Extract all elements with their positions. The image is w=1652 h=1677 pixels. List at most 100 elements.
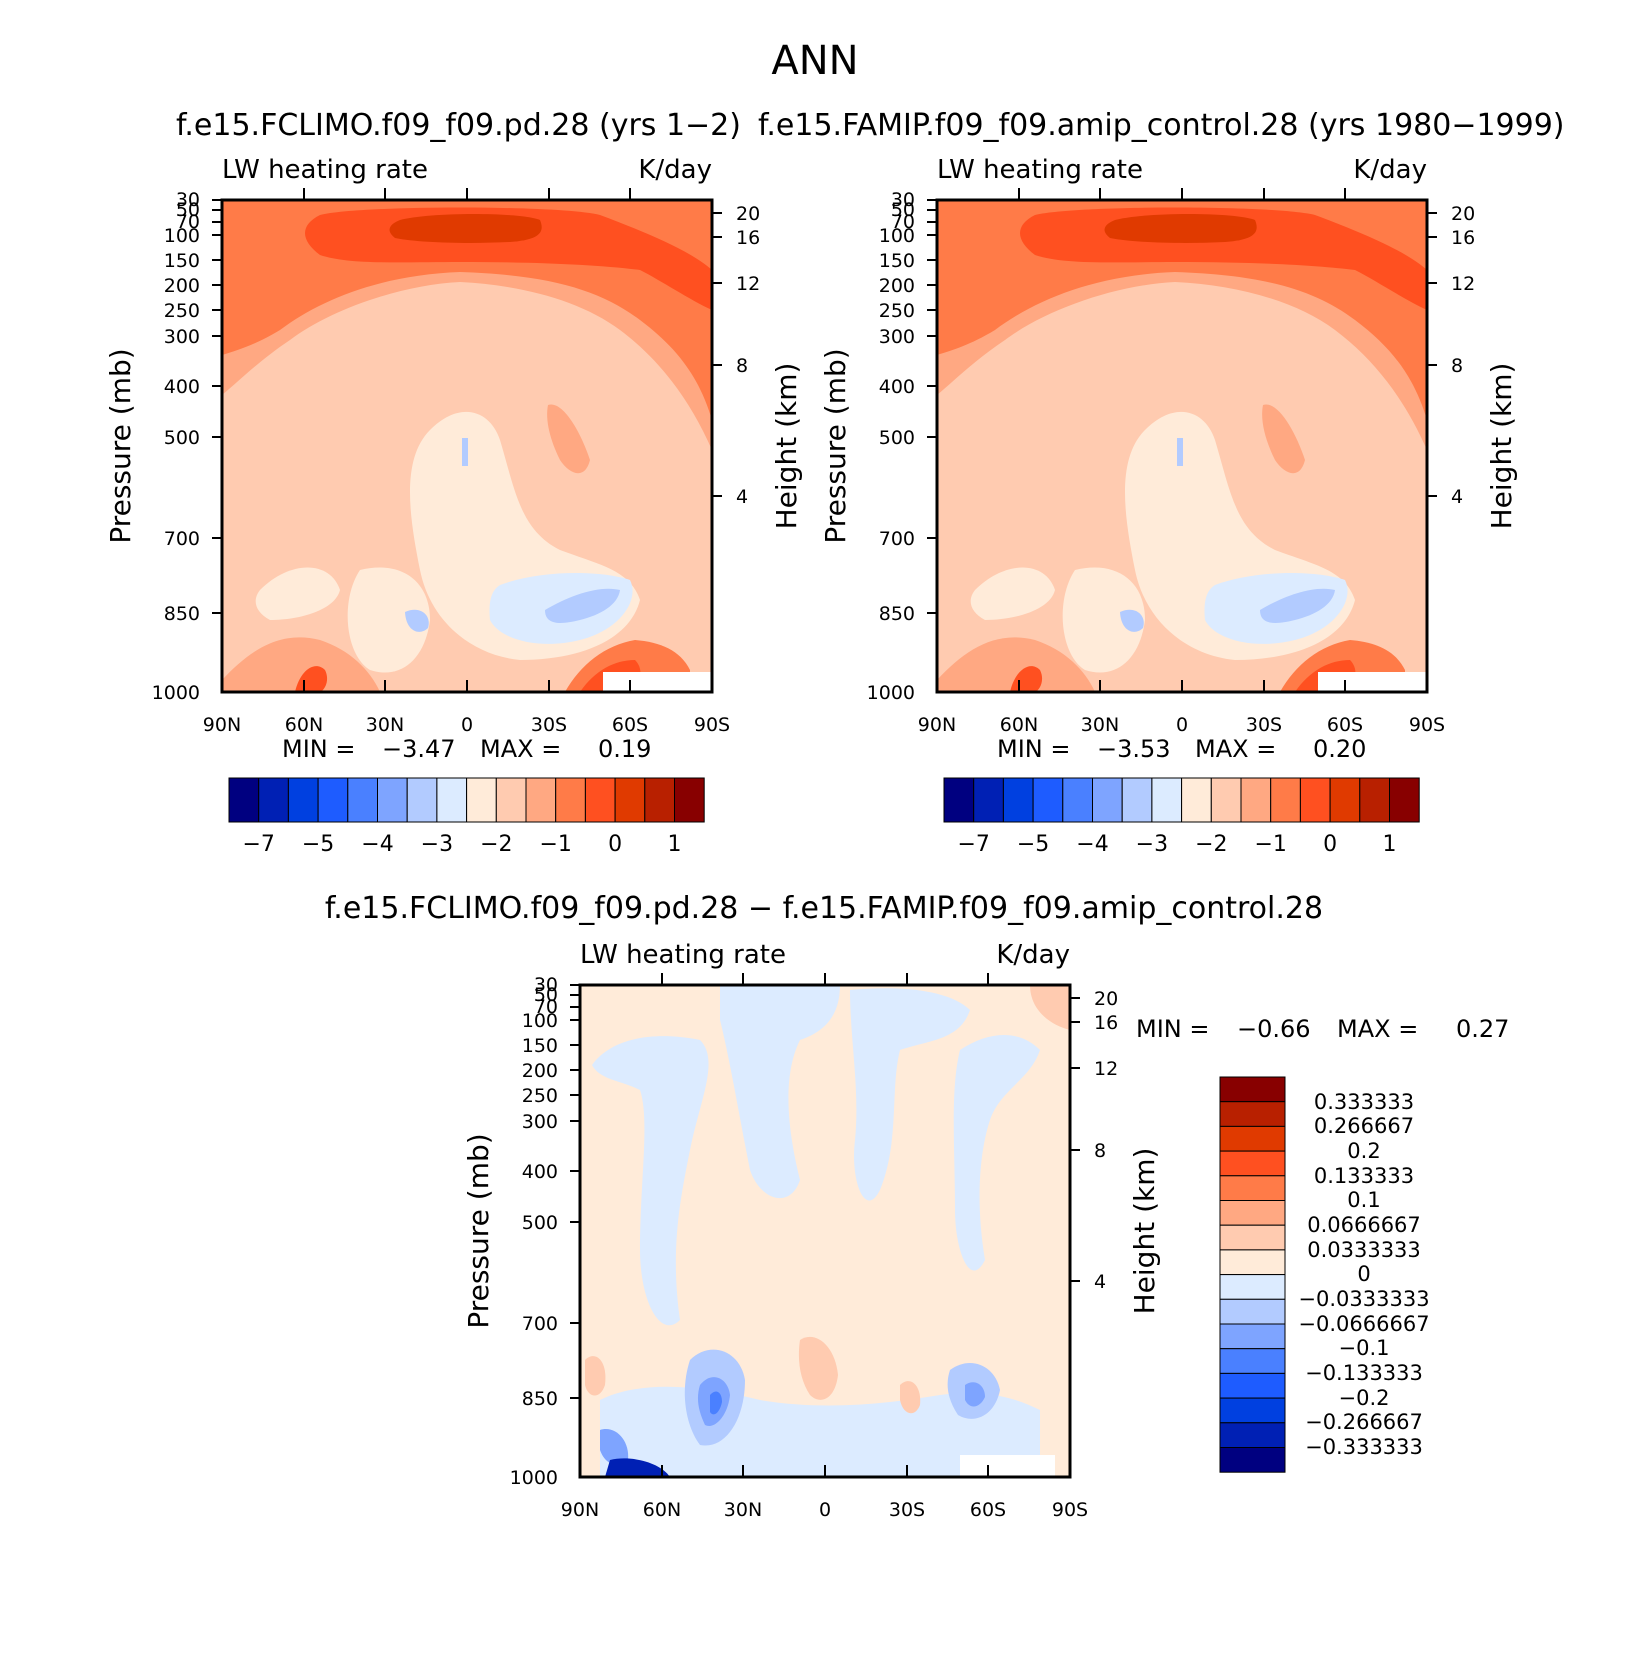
colorbar-label: 0.1 — [1347, 1188, 1380, 1212]
min-value: −3.47 — [382, 735, 456, 763]
field-band-faint — [970, 567, 1055, 620]
colorbar-box — [317, 777, 349, 823]
colorbar-box — [1219, 1076, 1286, 1103]
field-band-neg-mid — [710, 1391, 722, 1415]
height-tick-label: 12 — [1094, 1058, 1118, 1080]
colorbar-labels: −7 −5 −4 −3 −2 −1 0 1 — [242, 832, 681, 857]
colorbar-box — [1240, 777, 1272, 823]
colorbar-label: 0.2 — [1347, 1139, 1380, 1163]
field-band-neg-faint — [953, 1035, 1040, 1271]
colorbar-box — [287, 777, 319, 823]
x-tick-label: 0 — [1176, 714, 1188, 736]
colorbar-box — [1270, 777, 1301, 823]
y-ticks — [570, 984, 1080, 1399]
x-tick-label: 60S — [1327, 714, 1363, 736]
colorbar-box — [1002, 777, 1034, 823]
colorbar-box — [466, 777, 497, 823]
height-tick-label: 20 — [1451, 203, 1475, 225]
colorbar-box — [1210, 777, 1242, 823]
field-band-light — [1262, 404, 1305, 474]
field-band-pale — [585, 1356, 606, 1396]
colorbar-box — [584, 777, 616, 823]
height-tick-labels: 20 16 12 8 4 — [1451, 203, 1475, 508]
x-ticks — [936, 188, 1428, 692]
field-missing-data — [603, 672, 712, 692]
colorbar-box — [525, 777, 557, 823]
y-tick-label: 700 — [164, 528, 200, 550]
x-tick-label: 30N — [724, 1499, 762, 1521]
y-tick-label: 50 — [534, 984, 558, 1006]
field-missing-data — [960, 1455, 1055, 1477]
colorbar-box — [674, 777, 705, 823]
y-tick-label: 30 — [534, 974, 558, 996]
height-tick-label: 8 — [736, 355, 748, 377]
colorbar: −7 −5 −4 −3 −2 −1 0 1 — [228, 777, 705, 857]
field-band-pale — [900, 1381, 921, 1414]
y-tick-label: 100 — [522, 1010, 558, 1032]
colorbar-box — [1219, 1175, 1286, 1202]
y-axis-label-right: Height (km) — [1128, 1148, 1161, 1315]
max-value: 0.19 — [598, 735, 651, 763]
field-band-faint — [255, 567, 340, 620]
y-tick-label: 70 — [176, 211, 200, 233]
x-tick-label: 90N — [918, 714, 956, 736]
colorbar-label: 1 — [668, 832, 682, 857]
min-value: −3.53 — [1097, 735, 1171, 763]
y-tick-label: 250 — [879, 300, 915, 322]
height-tick-label: 20 — [736, 203, 760, 225]
x-tick-label: 90N — [203, 714, 241, 736]
x-tick-label: 90N — [561, 1499, 599, 1521]
colorbar-box — [1062, 777, 1094, 823]
x-tick-label: 60N — [1000, 714, 1038, 736]
left-contour-field — [222, 200, 712, 692]
height-tick-label: 16 — [1451, 227, 1475, 249]
field-band-light — [937, 637, 1095, 692]
y-tick-label: 700 — [879, 528, 915, 550]
colorbar-label: −1 — [539, 832, 571, 857]
x-tick-label: 30N — [366, 714, 404, 736]
field-band-neg-pale — [1177, 438, 1183, 466]
y-tick-label: 100 — [879, 225, 915, 247]
y-axis-label: Pressure (mb) — [819, 348, 852, 543]
colorbar-box — [495, 777, 527, 823]
field-band-neg-pale — [462, 438, 468, 466]
y-tick-label: 150 — [879, 250, 915, 272]
height-tick-label: 20 — [1094, 988, 1118, 1010]
field-band-neg-pale — [1120, 609, 1144, 632]
units-label: K/day — [996, 940, 1070, 970]
min-value: −0.66 — [1237, 1015, 1311, 1043]
x-tick-label: 30S — [531, 714, 567, 736]
colorbar-box — [1389, 777, 1420, 823]
colorbar-box — [1219, 1348, 1286, 1374]
colorbar-box — [1219, 1298, 1286, 1325]
colorbar-label: −5 — [302, 832, 334, 857]
field-band-neg-pale — [1260, 588, 1335, 623]
height-tick-label: 12 — [736, 273, 760, 295]
colorbar-box — [943, 777, 975, 823]
colorbar-box — [347, 777, 378, 823]
max-label: MAX = — [1195, 735, 1276, 763]
x-tick-label: 30S — [889, 1499, 925, 1521]
field-band-light — [547, 404, 590, 474]
colorbar-box — [436, 777, 468, 823]
variable-label: LW heating rate — [937, 155, 1143, 185]
colorbar-box — [555, 777, 586, 823]
left-panel: LW heating rate K/day 30 50 70 100 150 2… — [104, 155, 803, 857]
y-tick-label: 200 — [164, 275, 200, 297]
colorbar-box — [1219, 1397, 1286, 1424]
colorbar-label: 0.133333 — [1314, 1164, 1414, 1188]
y-tick-label: 850 — [522, 1388, 558, 1410]
height-tick-label: 4 — [736, 486, 748, 508]
min-label: MIN = — [282, 735, 355, 763]
figure-title: ANN — [771, 38, 858, 84]
colorbar-label: −0.1 — [1339, 1336, 1390, 1360]
colorbar-label: 0 — [1323, 832, 1337, 857]
x-tick-label: 30N — [1081, 714, 1119, 736]
field-band-neg-light — [600, 1429, 629, 1466]
variable-label: LW heating rate — [580, 940, 786, 970]
colorbar-box — [1219, 1101, 1286, 1127]
y-tick-label: 250 — [164, 300, 200, 322]
units-label: K/day — [638, 155, 712, 185]
y-tick-label: 200 — [522, 1060, 558, 1082]
